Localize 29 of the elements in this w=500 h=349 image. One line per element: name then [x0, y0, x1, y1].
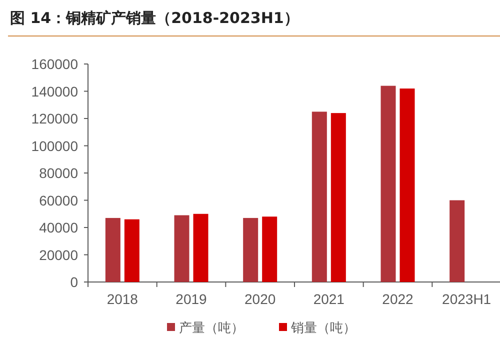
- bar: [105, 218, 120, 282]
- bar: [124, 219, 140, 282]
- y-tick-label: 140000: [31, 83, 78, 100]
- bar: [312, 112, 327, 282]
- bar: [262, 216, 278, 282]
- x-tick-label: 2021: [313, 291, 345, 307]
- bar: [243, 218, 258, 282]
- x-tick-label: 2018: [106, 291, 138, 307]
- x-tick-label: 2020: [244, 291, 276, 307]
- bar: [193, 214, 208, 282]
- y-tick-label: 160000: [31, 56, 78, 72]
- x-tick-label: 2019: [176, 291, 208, 307]
- bar: [330, 113, 346, 282]
- y-tick-label: 60000: [39, 192, 78, 208]
- y-tick-label: 120000: [31, 110, 78, 126]
- bar: [174, 215, 190, 282]
- y-tick-label: 0: [70, 274, 78, 290]
- y-tick-label: 40000: [39, 220, 78, 236]
- chart-title: 图 14：铜精矿产销量（2018-2023H1）: [10, 9, 299, 27]
- legend-label: 销量（吨）: [290, 321, 356, 336]
- bar: [450, 200, 465, 282]
- bar: [400, 88, 415, 282]
- y-tick-label: 80000: [39, 165, 78, 181]
- bar: [380, 86, 396, 282]
- x-tick-label: 2023H1: [442, 291, 492, 307]
- legend-label: 产量（吨）: [179, 321, 244, 336]
- y-tick-label: 100000: [31, 138, 78, 154]
- y-tick-label: 20000: [39, 246, 78, 263]
- x-tick-label: 2022: [382, 291, 414, 307]
